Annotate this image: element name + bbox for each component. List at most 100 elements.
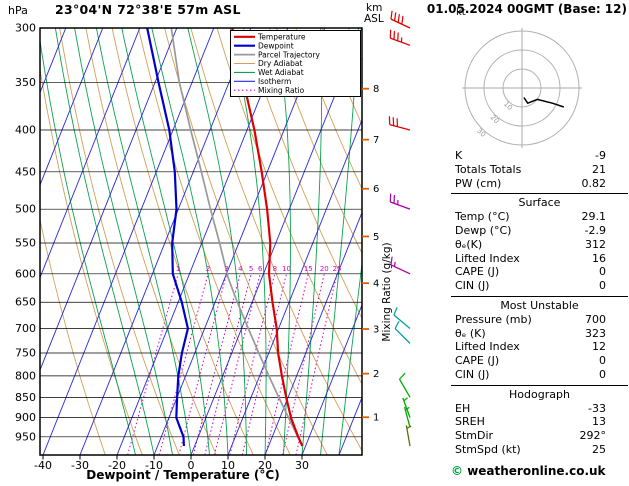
svg-text:-30: -30: [71, 459, 89, 472]
most-unstable-row: CAPE (J) 0: [451, 354, 628, 368]
stat-label: Lifted Index: [455, 251, 520, 265]
stats-panel: K -9 Totals Totals 21 PW (cm) 0.82 Surface Te…: [451, 149, 628, 457]
stat-value: 13: [592, 415, 606, 429]
stat-label: Totals Totals: [455, 162, 522, 176]
svg-text:4: 4: [373, 279, 379, 290]
most-unstable-section-title: Most Unstable: [451, 295, 628, 313]
svg-text:0: 0: [188, 459, 195, 472]
stat-value: 323: [585, 326, 606, 340]
svg-text:550: 550: [15, 236, 36, 249]
asl-axis-unit-label: ASL: [364, 13, 384, 25]
index-row: PW (cm) 0.82: [451, 177, 628, 191]
stat-value: 0: [599, 265, 606, 279]
svg-text:Dry Adiabat: Dry Adiabat: [258, 59, 302, 68]
stat-value: 0: [599, 279, 606, 293]
svg-text:Wet Adiabat: Wet Adiabat: [258, 68, 304, 77]
svg-text:8: 8: [373, 84, 379, 95]
surface-row: Dewp (°C) -2.9: [451, 224, 628, 238]
isotherms: [40, 28, 362, 455]
svg-text:Mixing Ratio: Mixing Ratio: [258, 86, 305, 95]
svg-text:350: 350: [15, 76, 36, 89]
stability-indices-section: K -9 Totals Totals 21 PW (cm) 0.82: [451, 149, 628, 190]
svg-text:400: 400: [15, 124, 36, 137]
temperature-axis-ticks: -40 -30 -20 -10 0 10 20 30: [34, 455, 309, 472]
svg-text:800: 800: [15, 369, 36, 382]
hodograph-section: EH -33 SREH 13 StmDir 292° StmSpd (kt) 25: [451, 402, 628, 457]
surface-row: CIN (J) 0: [451, 279, 628, 293]
svg-text:750: 750: [15, 346, 36, 359]
plot-border: [39, 27, 363, 456]
svg-text:-20: -20: [108, 459, 126, 472]
svg-text:5: 5: [249, 265, 253, 273]
stat-value: -2.9: [584, 223, 606, 237]
stat-value: 292°: [579, 429, 607, 443]
station-title: 23°04'N 72°38'E 57m ASL: [55, 2, 241, 17]
svg-text:850: 850: [15, 391, 36, 404]
svg-text:1: 1: [176, 265, 180, 273]
stat-value: 16: [592, 251, 606, 265]
pressure-unit-label: hPa: [8, 4, 28, 17]
svg-text:3: 3: [224, 265, 228, 273]
hodograph-row: StmSpd (kt) 25: [451, 443, 628, 457]
svg-text:10: 10: [502, 100, 514, 112]
copyright-text: weatheronline.co.uk: [467, 464, 606, 478]
stat-label: θₑ (K): [455, 326, 486, 340]
svg-text:300: 300: [15, 22, 36, 35]
svg-text:20: 20: [258, 459, 272, 472]
svg-text:20: 20: [320, 265, 329, 273]
run-datetime-title: 01.05.2024 00GMT (Base: 12): [426, 2, 627, 16]
stat-value: 0: [599, 354, 606, 368]
svg-text:4: 4: [238, 265, 243, 273]
stat-label: StmDir: [455, 429, 494, 443]
svg-text:500: 500: [15, 203, 36, 216]
svg-text:10: 10: [221, 459, 235, 472]
svg-text:2: 2: [206, 265, 210, 273]
most-unstable-section: Pressure (mb) 700 θₑ (K) 323 Lifted Index 12 C…: [451, 313, 628, 382]
stat-value: 700: [585, 312, 606, 326]
svg-text:900: 900: [15, 411, 36, 424]
svg-text:20: 20: [489, 113, 501, 125]
svg-text:600: 600: [15, 267, 36, 280]
svg-text:450: 450: [15, 165, 36, 178]
x-axis-title: Dewpoint / Temperature (°C): [86, 468, 280, 482]
svg-text:Dewpoint: Dewpoint: [258, 41, 294, 50]
most-unstable-row: Pressure (mb) 700: [451, 313, 628, 327]
svg-text:6: 6: [258, 265, 263, 273]
svg-text:1: 1: [373, 413, 379, 424]
stat-label: CIN (J): [455, 279, 490, 293]
stat-value: -9: [595, 149, 606, 162]
stat-value: 12: [592, 340, 606, 354]
surface-section-title: Surface: [451, 193, 628, 210]
most-unstable-row: θₑ (K) 323: [451, 327, 628, 341]
most-unstable-row: Lifted Index 12: [451, 340, 628, 354]
stat-value: 0: [599, 367, 606, 381]
index-row: Totals Totals 21: [451, 163, 628, 177]
hodograph-row: SREH 13: [451, 415, 628, 429]
stat-value: 0.82: [581, 176, 607, 190]
svg-text:30: 30: [295, 459, 309, 472]
hodograph-section-title: Hodograph: [451, 384, 628, 402]
stat-label: θₑ(K): [455, 237, 483, 251]
svg-text:2: 2: [373, 369, 379, 380]
svg-text:kt: kt: [456, 7, 466, 18]
svg-text:-10: -10: [145, 459, 163, 472]
svg-text:700: 700: [15, 322, 36, 335]
mixing-ratio-lines: [127, 273, 338, 455]
surface-row: Lifted Index 16: [451, 252, 628, 266]
stat-label: SREH: [455, 415, 485, 429]
wind-barbs: [388, 10, 412, 447]
stat-value: 21: [592, 162, 606, 176]
stat-label: PW (cm): [455, 176, 502, 190]
svg-text:5: 5: [373, 232, 379, 243]
parcel-trajectory-curve: [170, 28, 304, 447]
surface-row: Temp (°C) 29.1: [451, 210, 628, 224]
stat-label: CAPE (J): [455, 354, 500, 368]
svg-text:-40: -40: [34, 459, 52, 472]
svg-text:650: 650: [15, 296, 36, 309]
stat-label: Lifted Index: [455, 340, 520, 354]
mixing-ratio-value-labels: 1 2 3 4 5 6 8 10 15 20 25: [176, 265, 342, 273]
svg-text:Parcel Trajectory: Parcel Trajectory: [258, 50, 320, 59]
km-axis-unit-label: km: [366, 2, 383, 14]
